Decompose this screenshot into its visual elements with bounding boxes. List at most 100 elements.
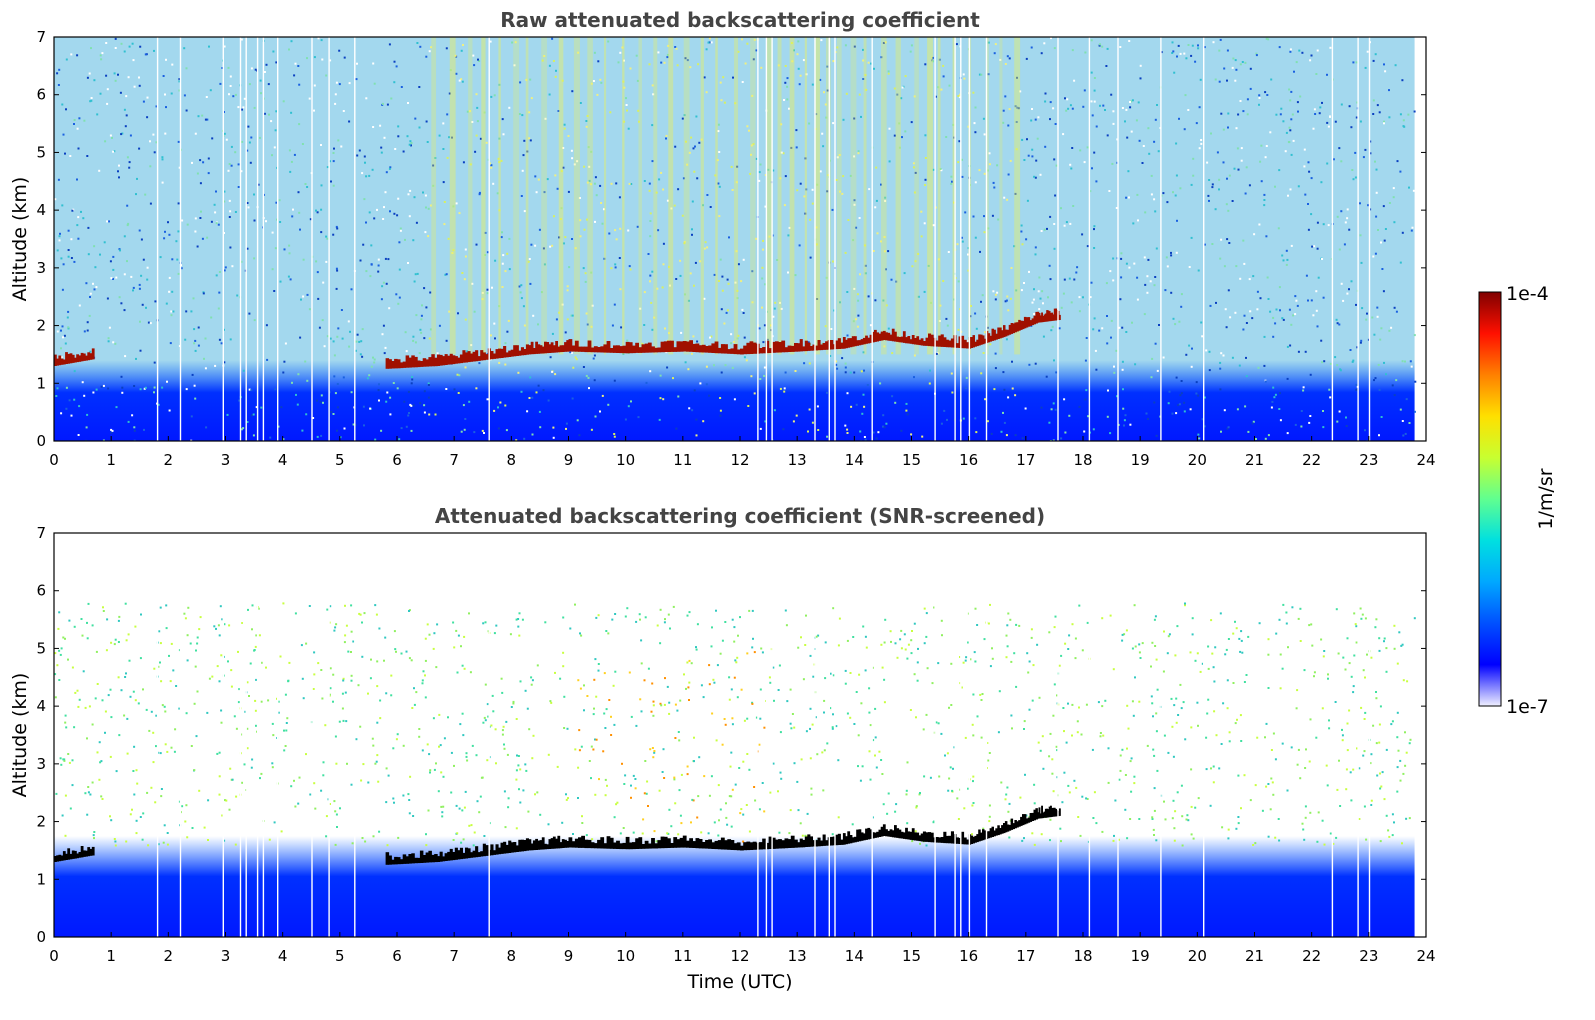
cloud-layer-segment <box>771 837 776 849</box>
cloud-layer-segment <box>431 354 435 367</box>
cloud-layer-segment <box>587 839 592 849</box>
x-tick-label: 15 <box>902 451 921 469</box>
y-tick-label: 1 <box>36 870 46 888</box>
daytime-streak <box>700 37 704 355</box>
daytime-streak <box>804 37 807 355</box>
cloud-layer-segment <box>663 341 668 353</box>
daytime-streak <box>541 37 547 355</box>
cloud-layer-segment <box>622 345 627 354</box>
cloud-layer-segment <box>552 345 556 353</box>
x-tick-label: 24 <box>1416 451 1435 469</box>
cloud-layer-segment <box>584 346 589 353</box>
y-tick-label: 2 <box>36 813 46 831</box>
cloud-layer-segment <box>963 339 967 349</box>
cloud-layer-segment <box>500 842 504 854</box>
cloud-layer-segment <box>1050 313 1052 322</box>
cloud-layer-segment <box>609 348 614 353</box>
cloud-layer-segment <box>989 335 993 342</box>
cloud-layer-segment <box>444 853 448 861</box>
cloud-layer-segment <box>733 344 738 355</box>
cloud-layer-segment <box>603 843 608 849</box>
daytime-streak <box>777 37 782 355</box>
cloud-layer-segment <box>804 836 808 847</box>
cloud-layer-segment <box>654 843 659 849</box>
cloud-layer-segment <box>799 838 803 848</box>
cloud-layer-segment <box>673 837 678 848</box>
y-tick-label: 3 <box>36 755 46 773</box>
cloud-layer-segment <box>498 348 502 359</box>
data-gap-line <box>834 37 836 441</box>
data-gap-line <box>757 37 759 441</box>
cloud-layer-segment <box>902 832 906 839</box>
cloud-layer-segment <box>822 343 826 350</box>
cloud-layer-segment <box>82 850 86 857</box>
cloud-layer-segment <box>799 339 803 352</box>
cloud-layer-segment <box>1039 315 1042 323</box>
cloud-layer-segment <box>470 353 474 362</box>
cloud-layer-segment <box>67 848 71 860</box>
cloud-layer-segment <box>905 337 908 344</box>
cloud-layer-segment <box>670 843 674 848</box>
cloud-layer-segment <box>898 829 902 839</box>
cloud-layer-segment <box>597 347 601 353</box>
cloud-layer-segment <box>632 345 636 354</box>
cloud-layer-segment <box>794 343 798 352</box>
daytime-streak <box>914 37 919 355</box>
daytime-streak <box>622 37 625 355</box>
cloud-layer-segment <box>860 832 864 841</box>
cloud-layer-segment <box>938 335 942 347</box>
cloud-layer-segment <box>467 848 471 859</box>
y-tick-label: 7 <box>36 524 46 542</box>
cloud-layer-segment <box>889 829 893 837</box>
cloud-layer-segment <box>422 855 427 863</box>
cloud-layer-segment <box>790 835 795 848</box>
cloud-layer-segment <box>475 846 479 858</box>
cloud-layer-segment <box>78 852 82 858</box>
x-tick-label: 13 <box>788 947 807 965</box>
x-tick-label: 17 <box>1016 947 1035 965</box>
daytime-streak <box>573 37 580 355</box>
cloud-layer-segment <box>876 332 879 342</box>
cloud-layer-segment <box>880 826 884 837</box>
cloud-layer-segment <box>950 831 954 844</box>
cloud-layer-segment <box>1020 320 1023 330</box>
cloud-layer-segment <box>860 339 864 345</box>
cloud-layer-segment <box>1022 814 1025 826</box>
cloud-layer-segment <box>909 831 913 840</box>
cloud-layer-segment <box>644 343 649 353</box>
data-gap-line <box>828 533 830 937</box>
cloud-layer-segment <box>974 835 977 843</box>
cloud-layer-segment <box>462 852 466 859</box>
x-ticks-screened: 0 1 2 3 4 5 6 7 8 9 10 11 12 13 14 15 16 17 18 19 20 21 22 23 24 <box>49 932 1436 965</box>
cloud-layer-segment <box>528 345 532 355</box>
cloud-layer-segment <box>1033 315 1036 325</box>
cloud-layer-segment <box>736 349 741 355</box>
daytime-streak <box>836 37 842 355</box>
cloud-layer-segment <box>1044 808 1047 818</box>
cloud-layer-segment <box>682 835 687 848</box>
cloud-layer-segment <box>530 843 534 851</box>
cloud-layer-segment <box>983 830 987 840</box>
cloud-layer-segment <box>539 840 543 850</box>
cloud-layer-segment <box>797 842 801 848</box>
cloud-layer-segment <box>862 337 866 345</box>
cloud-layer-segment <box>397 359 401 369</box>
daytime-streak <box>766 37 772 355</box>
x-tick-label: 11 <box>673 451 692 469</box>
cloud-layer-segment <box>878 829 882 837</box>
x-tick-label: 4 <box>278 451 288 469</box>
cloud-layer-segment <box>654 347 659 353</box>
cloud-layer-segment <box>802 346 806 352</box>
x-tick-label: 23 <box>1359 451 1378 469</box>
cloud-layer-segment <box>667 340 671 352</box>
x-tick-label: 4 <box>278 947 288 965</box>
cloud-layer-segment <box>1042 316 1045 323</box>
cloud-layer-segment <box>822 834 826 846</box>
cloud-layer-segment <box>619 843 624 850</box>
cloud-layer-segment <box>89 848 93 856</box>
cloud-layer-segment <box>802 839 806 848</box>
cloud-layer-segment <box>856 829 859 842</box>
cloud-layer-segment <box>1014 322 1017 333</box>
cloud-layer-segment <box>966 342 970 349</box>
cloud-layer-segment <box>548 344 552 353</box>
